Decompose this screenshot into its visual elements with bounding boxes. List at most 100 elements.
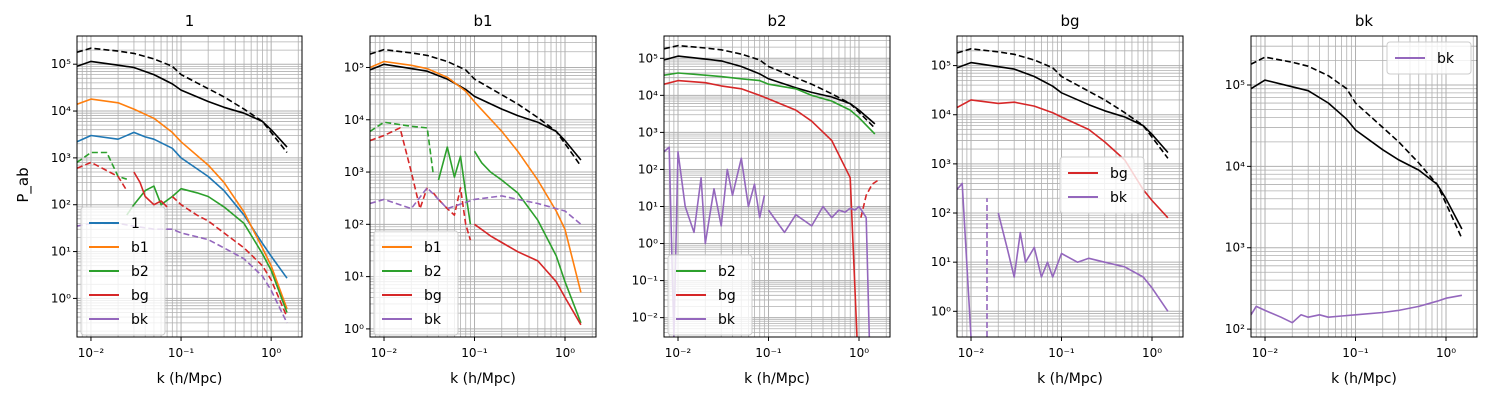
y-tick-label: 10⁴ (1225, 159, 1245, 173)
y-tick-label: 10² (638, 162, 658, 176)
legend: bk (1386, 41, 1472, 75)
reference-line (1251, 56, 1463, 239)
legend: 1 b1 b2 bg bk (80, 206, 166, 336)
series-group (1251, 56, 1463, 324)
y-tick-label: 10¹ (51, 245, 71, 259)
panel-title: b1 (473, 12, 492, 30)
y-tick-label: 10² (1225, 322, 1245, 336)
reference-line (664, 44, 876, 129)
series-line-b2 (473, 150, 582, 324)
y-tick-label: 10² (931, 206, 951, 220)
y-tick-label: 10⁴ (638, 88, 658, 102)
x-axis-label: k (h/Mpc) (1037, 371, 1103, 387)
reference-line (957, 47, 1169, 159)
reference-line (1251, 79, 1463, 230)
plot-frame (956, 35, 1184, 338)
panel-3: 10⁻² 10⁻¹ 10⁰ 10⁻² 10⁻¹ 10⁰ 10¹ 10² 10³ 10⁴ 10⁵ b2 k… (632, 12, 891, 387)
x-tick-label: 10⁰ (849, 346, 869, 360)
x-tick-label: 10⁻¹ (1342, 346, 1369, 360)
x-tick-label: 10⁻² (1252, 346, 1279, 360)
series-line-bg (860, 179, 878, 218)
y-tick-label: 10⁵ (51, 57, 71, 71)
legend-box (373, 230, 459, 336)
y-tick-label: 10⁰ (51, 291, 71, 305)
legend: bg bk (1059, 156, 1145, 214)
legend-label-bg: bg (718, 288, 736, 304)
plot-frame (369, 35, 597, 338)
legend: b1 b2 bg bk (373, 230, 459, 336)
y-tick-label: 10⁵ (344, 60, 364, 74)
series-line-bg (133, 171, 168, 208)
series-line-b2 (664, 72, 876, 135)
series-line-bg (171, 195, 288, 318)
reference-line (77, 60, 288, 148)
x-tick-label: 10⁻² (371, 346, 398, 360)
y-tick-label: 10⁰ (931, 304, 951, 318)
plot-frame (76, 35, 303, 338)
legend-label-bk: bk (1110, 190, 1128, 206)
series-group (957, 47, 1169, 337)
series-group (370, 48, 582, 326)
y-tick-label: 10¹ (344, 270, 364, 284)
y-tick-label: 10³ (931, 157, 951, 171)
panel-4: 10⁻² 10⁻¹ 10⁰ 10⁰ 10¹ 10² 10³ 10⁴ 10⁵ bg k (h/Mpc)… (931, 12, 1184, 387)
plot-frame (1250, 35, 1478, 338)
y-tick-label: 10¹ (931, 255, 951, 269)
reference-line (77, 47, 288, 153)
legend-label-bk: bk (131, 312, 149, 328)
plot-frame (663, 35, 891, 338)
legend-label-bk: bk (718, 312, 736, 328)
series-line-b1 (370, 60, 582, 293)
panel-5: 10⁻² 10⁻¹ 10⁰ 10² 10³ 10⁴ 10⁵ bk k (h/Mpc) bk (1225, 12, 1478, 387)
legend-box (80, 206, 166, 336)
legend-label-bg: bg (424, 288, 442, 304)
y-tick-label: 10³ (1225, 241, 1245, 255)
x-tick-label: 10⁰ (555, 346, 575, 360)
y-tick-label: 10⁵ (1225, 78, 1245, 92)
y-tick-label: 10¹ (638, 199, 658, 213)
x-tick-label: 10⁰ (1142, 346, 1162, 360)
series-line-b2 (437, 146, 472, 225)
series-line-b1 (77, 98, 288, 310)
panel-title: b2 (767, 12, 786, 30)
y-tick-label: 10⁻¹ (632, 274, 659, 288)
panel-title: bk (1355, 12, 1374, 30)
series-line-bk (664, 146, 766, 337)
series-line-bg (474, 223, 582, 326)
legend-label-bg: bg (1110, 166, 1128, 182)
series-line-bk (957, 182, 972, 337)
series-line-bk (1251, 294, 1463, 324)
legend-label-b2: b2 (718, 264, 736, 280)
series-line-bg (370, 127, 428, 210)
legend-box (1059, 156, 1145, 214)
y-tick-label: 10³ (344, 165, 364, 179)
reference-line (370, 48, 582, 167)
y-tick-label: 10³ (638, 125, 658, 139)
legend: b2 bg bk (667, 254, 753, 336)
y-tick-label: 10⁵ (638, 51, 658, 65)
series-line-b2 (77, 151, 128, 180)
x-tick-label: 10⁻¹ (461, 346, 488, 360)
y-tick-label: 10⁴ (344, 113, 364, 127)
x-tick-label: 10⁻¹ (1048, 346, 1075, 360)
panel-2: 10⁻² 10⁻¹ 10⁰ 10⁰ 10¹ 10² 10³ 10⁴ 10⁵ b1 k (h/Mpc)… (344, 12, 597, 387)
x-axis-label: k (h/Mpc) (1331, 371, 1397, 387)
y-tick-label: 10² (344, 217, 364, 231)
panel-1: 10⁻² 10⁻¹ 10⁰ 10⁰ 10¹ 10² 10³ 10⁴ 10⁵ 1 k (h/Mpc) 1… (51, 12, 303, 387)
legend-label-b2: b2 (424, 264, 442, 280)
x-tick-label: 10⁻² (958, 346, 985, 360)
series-line-b2 (126, 185, 288, 313)
series-group (77, 47, 288, 324)
figure-ylabel: P_ab (14, 167, 33, 202)
panel-title: 1 (185, 12, 195, 30)
series-line-bk (997, 212, 1169, 312)
y-tick-label: 10⁵ (931, 59, 951, 73)
legend-label-bk: bk (1437, 51, 1455, 67)
x-tick-label: 10⁰ (1436, 346, 1456, 360)
y-tick-label: 10⁰ (344, 322, 364, 336)
series-line-bg (664, 79, 858, 337)
x-axis-label: k (h/Mpc) (450, 371, 516, 387)
y-tick-label: 10⁴ (931, 108, 951, 122)
